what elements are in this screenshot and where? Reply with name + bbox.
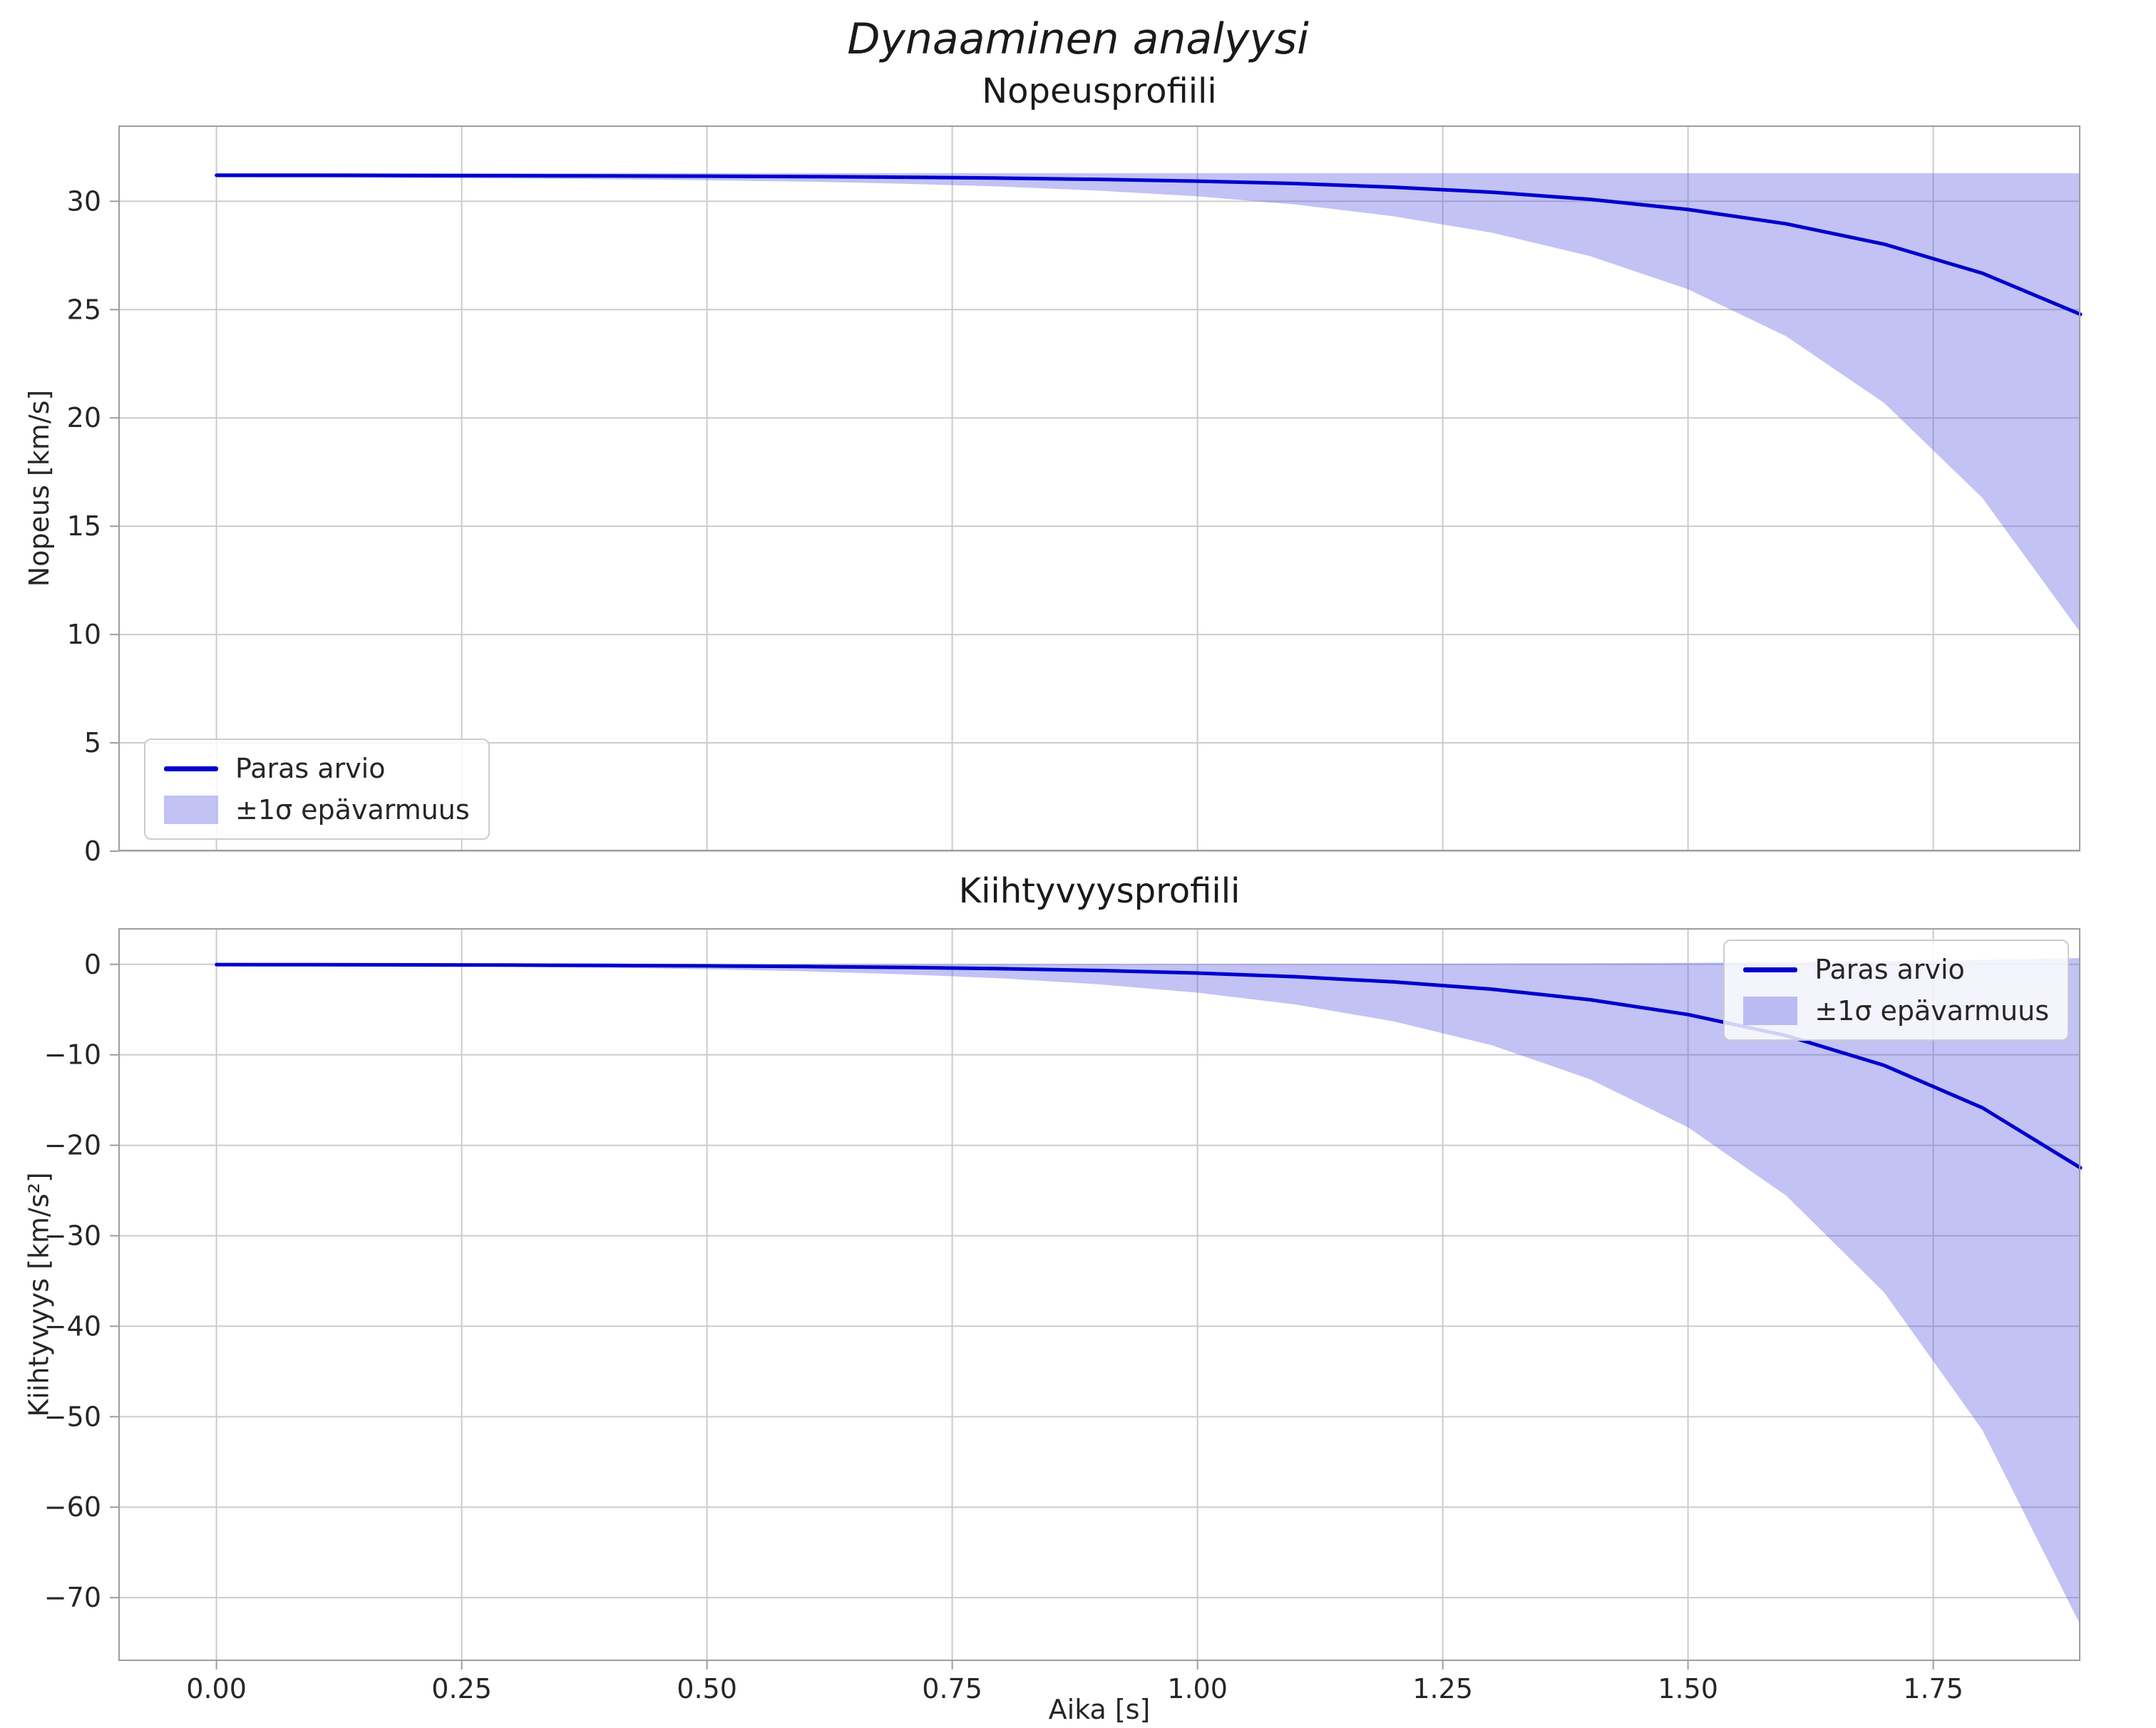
y-tick-label: 0 xyxy=(84,835,101,867)
line-swatch-icon xyxy=(164,766,218,771)
x-tick-label: 1.50 xyxy=(1658,1673,1718,1704)
axes-border xyxy=(118,125,2080,851)
legend-label: ±1σ epävarmuus xyxy=(1814,995,2049,1027)
band-swatch-icon xyxy=(1743,997,1798,1025)
line-swatch-icon xyxy=(1743,967,1798,972)
x-tick-label: 1.75 xyxy=(1903,1673,1963,1704)
acceleration-plot-title: Kiihtyvyysprofiili xyxy=(958,871,1241,911)
y-tick-label: −70 xyxy=(44,1582,101,1613)
y-tick-label: 30 xyxy=(67,185,101,217)
y-tick-label: 0 xyxy=(84,949,101,980)
legend-label: Paras arvio xyxy=(1814,954,1965,985)
acceleration-y-axis-label: Kiihtyvyys [km/s²] xyxy=(24,1172,56,1417)
x-tick-label: 0.50 xyxy=(677,1673,737,1704)
x-axis-label: Aika [s] xyxy=(1048,1694,1151,1725)
y-tick-label: −30 xyxy=(44,1220,101,1252)
y-tick-label: 25 xyxy=(67,294,101,325)
legend-label: ±1σ epävarmuus xyxy=(235,794,470,826)
legend-item-best-estimate: Paras arvio xyxy=(164,753,470,784)
band-swatch-icon xyxy=(164,796,218,824)
acceleration-legend: Paras arvio ±1σ epävarmuus xyxy=(1723,940,2069,1041)
y-tick-label: −50 xyxy=(44,1401,101,1432)
uncertainty-band xyxy=(216,173,2080,633)
legend-item-uncertainty: ±1σ epävarmuus xyxy=(1743,995,2049,1027)
x-tick-label: 1.00 xyxy=(1167,1673,1228,1704)
legend-item-best-estimate: Paras arvio xyxy=(1743,954,2049,985)
x-tick-label: 0.75 xyxy=(922,1673,982,1704)
y-tick-label: 10 xyxy=(67,619,101,650)
x-tick-label: 0.25 xyxy=(431,1673,492,1704)
velocity-plot-title: Nopeusprofiili xyxy=(982,71,1217,111)
velocity-legend: Paras arvio ±1σ epävarmuus xyxy=(144,739,490,840)
axes-border xyxy=(118,928,2080,1661)
y-tick-label: −40 xyxy=(44,1310,101,1342)
y-tick-label: −20 xyxy=(44,1130,101,1161)
y-tick-label: 5 xyxy=(84,727,101,758)
y-tick-label: −10 xyxy=(44,1039,101,1071)
x-tick-label: 1.25 xyxy=(1412,1673,1473,1704)
uncertainty-band xyxy=(216,957,2080,1625)
y-tick-label: 15 xyxy=(67,510,101,542)
best-estimate-line xyxy=(215,173,2083,317)
y-tick-label: −60 xyxy=(44,1491,101,1523)
y-tick-label: 20 xyxy=(67,402,101,433)
velocity-chart-svg: 0 5 10 15 20 25 30 xyxy=(67,125,2083,867)
velocity-y-axis-label: Nopeus [km/s] xyxy=(24,389,56,587)
figure-title: Dynaaminen analyysi xyxy=(847,14,1309,64)
x-tick-label: 0.00 xyxy=(186,1673,247,1704)
legend-item-uncertainty: ±1σ epävarmuus xyxy=(164,794,470,826)
legend-label: Paras arvio xyxy=(235,753,386,784)
